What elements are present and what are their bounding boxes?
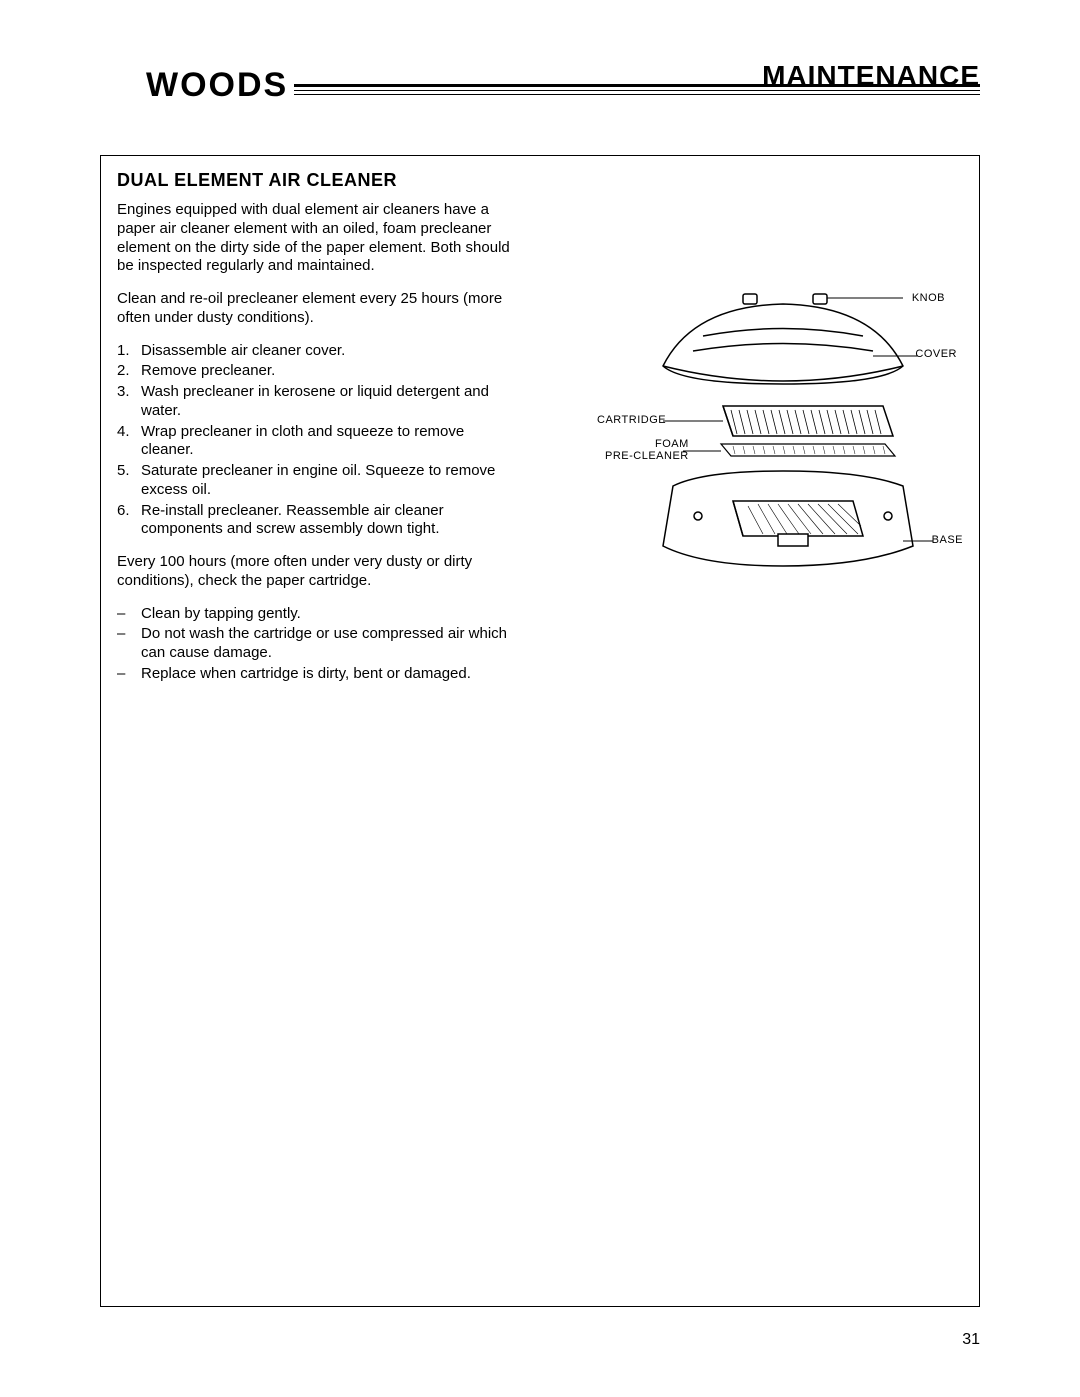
diagram-svg: [603, 286, 963, 586]
list-item: 1.Disassemble air cleaner cover.: [117, 342, 517, 361]
list-item: 5.Saturate precleaner in engine oil. Squ…: [117, 462, 517, 500]
fig-label-cover: COVER: [915, 348, 957, 360]
steps-list: 1.Disassemble air cleaner cover. 2.Remov…: [117, 342, 517, 540]
list-item: –Replace when cartridge is dirty, bent o…: [117, 665, 517, 684]
fig-label-knob: KNOB: [912, 292, 945, 304]
header-rule: [270, 84, 980, 98]
list-item: –Clean by tapping gently.: [117, 605, 517, 624]
page-number: 31: [962, 1331, 980, 1349]
brand-logo: WOODS: [140, 66, 294, 105]
list-item: –Do not wash the cartridge or use compre…: [117, 625, 517, 663]
text-column: Engines equipped with dual element air c…: [117, 201, 517, 684]
list-item: 2.Remove precleaner.: [117, 362, 517, 381]
fig-label-cartridge: CARTRIDGE: [597, 414, 666, 426]
content-box: DUAL ELEMENT AIR CLEANER Engines equippe…: [100, 155, 980, 1307]
intro-paragraph: Engines equipped with dual element air c…: [117, 201, 517, 276]
list-item: 3.Wash precleaner in kerosene or liquid …: [117, 383, 517, 421]
fig-label-foam: FOAM PRE-CLEANER: [605, 438, 689, 462]
bullets-list: –Clean by tapping gently. –Do not wash t…: [117, 605, 517, 684]
pre-steps-paragraph: Clean and re-oil precleaner element ever…: [117, 290, 517, 328]
cartridge-paragraph: Every 100 hours (more often under very d…: [117, 553, 517, 591]
fig-label-base: BASE: [932, 534, 963, 546]
list-item: 6.Re-install precleaner. Reassemble air …: [117, 502, 517, 540]
list-item: 4.Wrap precleaner in cloth and squeeze t…: [117, 423, 517, 461]
content-heading: DUAL ELEMENT AIR CLEANER: [117, 170, 963, 191]
air-cleaner-diagram: KNOB COVER CARTRIDGE FOAM PRE-CLEANER BA…: [603, 286, 963, 586]
